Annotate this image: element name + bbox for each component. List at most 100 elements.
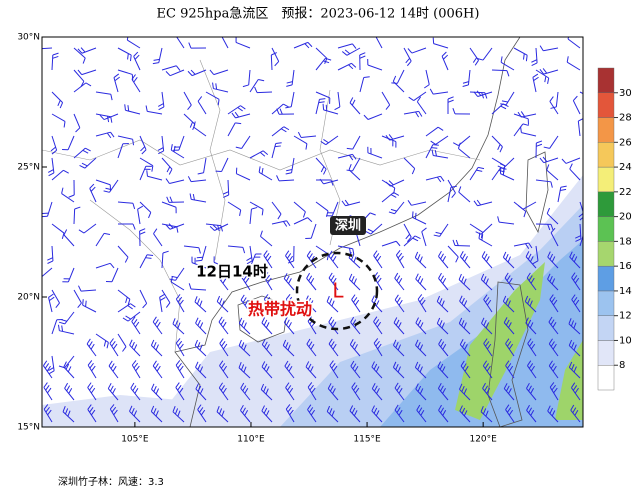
barb-flag bbox=[543, 68, 547, 73]
system-label: 热带扰动 bbox=[248, 300, 312, 319]
barb-shaft bbox=[118, 290, 130, 299]
barb-flag bbox=[303, 212, 305, 218]
barb-flag bbox=[112, 341, 116, 346]
colorbar-segment bbox=[598, 241, 614, 266]
barb-shaft bbox=[228, 180, 229, 195]
barb-shaft bbox=[404, 48, 411, 61]
barb-flag bbox=[130, 304, 135, 307]
barb-flag bbox=[53, 53, 59, 55]
barb-flag bbox=[178, 341, 182, 346]
barb-flag bbox=[133, 386, 136, 391]
barb-shaft bbox=[566, 158, 580, 163]
barb-flag bbox=[389, 134, 393, 139]
barb-flag bbox=[222, 341, 225, 346]
barb-flag bbox=[430, 89, 433, 94]
colorbar-label: 8 bbox=[619, 360, 625, 371]
barb-shaft bbox=[65, 388, 74, 400]
barb-shaft bbox=[118, 144, 123, 158]
barb-flag bbox=[544, 147, 550, 148]
barb-shaft bbox=[132, 321, 140, 334]
barb-shaft bbox=[64, 235, 74, 246]
barb-flag bbox=[216, 83, 217, 89]
barb-flag bbox=[130, 55, 131, 61]
barb-flag bbox=[153, 229, 156, 234]
barb-shaft bbox=[316, 48, 327, 58]
barb-flag bbox=[51, 147, 56, 151]
barb-shaft bbox=[82, 70, 96, 75]
barb-flag bbox=[391, 209, 397, 211]
colorbar-label: 20 bbox=[619, 212, 632, 223]
barb-shaft bbox=[272, 143, 276, 158]
barb-shaft bbox=[134, 56, 140, 70]
barb-flag bbox=[396, 250, 400, 255]
barb-shaft bbox=[371, 224, 382, 234]
barb-flag bbox=[459, 186, 461, 192]
barb-shaft bbox=[338, 44, 352, 48]
barb-flag bbox=[138, 206, 143, 209]
barb-flag bbox=[175, 320, 177, 326]
barb-flag bbox=[88, 383, 91, 388]
barb-flag bbox=[49, 371, 54, 374]
barb-flag bbox=[110, 339, 114, 344]
barb-flag bbox=[456, 240, 458, 246]
barb-flag bbox=[220, 298, 222, 304]
lat-label: 25°N bbox=[17, 163, 40, 173]
barb-flag bbox=[128, 54, 129, 60]
barb-flag bbox=[431, 148, 437, 149]
barb-shaft bbox=[236, 174, 250, 180]
lon-label: 120°E bbox=[469, 435, 497, 445]
barb-flag bbox=[264, 320, 267, 325]
barb-flag bbox=[416, 112, 419, 117]
barb-flag bbox=[221, 30, 225, 35]
barb-shaft bbox=[228, 123, 235, 136]
barb-flag bbox=[406, 234, 410, 239]
barb-flag bbox=[459, 274, 461, 280]
colorbar-segment bbox=[598, 93, 614, 118]
colorbar-segment bbox=[598, 266, 614, 291]
barb-flag bbox=[92, 366, 96, 371]
barb-flag bbox=[397, 297, 400, 302]
barb-flag bbox=[190, 194, 191, 200]
barb-shaft bbox=[395, 278, 404, 290]
barb-flag bbox=[239, 318, 241, 324]
barb-shaft bbox=[250, 79, 258, 92]
colorbar-label: 18 bbox=[619, 236, 632, 247]
barb-flag bbox=[107, 116, 108, 122]
barb-flag bbox=[133, 139, 134, 145]
barb-shaft bbox=[272, 202, 281, 214]
barb-flag bbox=[83, 299, 84, 305]
colorbar-label: 26 bbox=[619, 137, 632, 148]
barb-shaft bbox=[440, 224, 448, 236]
barb-flag bbox=[156, 389, 158, 394]
barb-flag bbox=[195, 296, 197, 302]
barb-shaft bbox=[153, 366, 162, 378]
barb-flag bbox=[153, 361, 156, 366]
barb-flag bbox=[323, 139, 328, 142]
barb-flag bbox=[151, 340, 153, 345]
barb-flag bbox=[393, 76, 395, 82]
barb-shaft bbox=[59, 331, 74, 334]
barb-flag bbox=[395, 295, 398, 300]
barb-flag bbox=[240, 210, 241, 216]
colorbar-segment bbox=[598, 217, 614, 242]
barb-flag bbox=[219, 317, 222, 322]
barb-flag bbox=[79, 230, 84, 233]
barb-flag bbox=[370, 213, 376, 215]
time-label: 12日14时 bbox=[196, 263, 268, 281]
barb-shaft bbox=[352, 158, 360, 171]
barb-flag bbox=[111, 364, 114, 369]
barb-shaft bbox=[433, 92, 448, 94]
barb-flag bbox=[352, 295, 355, 300]
barb-shaft bbox=[191, 180, 206, 182]
barb-flag bbox=[521, 127, 522, 133]
barb-flag bbox=[218, 99, 219, 105]
barb-shaft bbox=[196, 323, 206, 334]
barb-flag bbox=[476, 170, 482, 171]
colorbar-label: 12 bbox=[619, 311, 632, 322]
barb-flag bbox=[156, 345, 158, 350]
barb-shaft bbox=[176, 268, 184, 280]
barb-flag bbox=[75, 207, 81, 209]
barb-shaft bbox=[573, 101, 580, 114]
low-label: L bbox=[332, 279, 344, 303]
barb-flag bbox=[545, 76, 546, 82]
